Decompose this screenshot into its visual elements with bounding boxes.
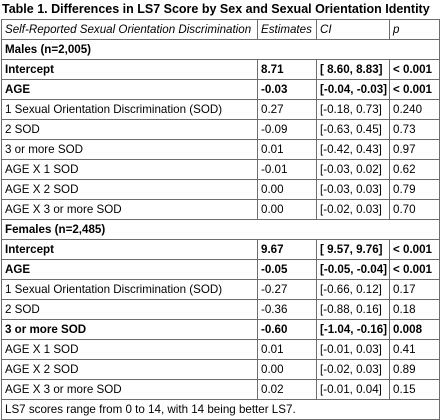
table-row: 2 SOD -0.09 [-0.63, 0.45] 0.73 — [1, 119, 440, 140]
ci-cell: [-0.42, 0.43] — [316, 139, 390, 160]
estimate-cell: 0.00 — [257, 199, 317, 220]
estimate-cell: 0.01 — [257, 339, 317, 360]
ci-cell: [-0.03, 0.03] — [316, 179, 390, 200]
ci-cell: [-1.04, -0.16] — [316, 319, 390, 340]
table-row: 1 Sexual Orientation Discrimination (SOD… — [1, 279, 440, 300]
ci-cell: [-0.05, -0.04] — [316, 259, 390, 280]
p-cell: < 0.001 — [389, 239, 440, 260]
p-cell: 0.18 — [389, 299, 440, 320]
group-row: Females (n=2,485) — [1, 219, 440, 240]
term-cell: 2 SOD — [1, 299, 258, 320]
table-row: Intercept 9.67[ 9.57, 9.76] < 0.001 — [1, 239, 440, 260]
table-row: AGE X 1 SOD -0.01 [-0.03, 0.02] 0.62 — [1, 159, 440, 180]
p-cell: 0.240 — [389, 99, 440, 120]
estimate-cell: 0.01 — [257, 139, 317, 160]
table-body: Males (n=2,005) Intercept 8.71[ 8.60, 8.83… — [1, 39, 440, 400]
p-cell: 0.62 — [389, 159, 440, 180]
table-row: 3 or more SOD -0.60 [-1.04, -0.16] 0.008 — [1, 319, 440, 340]
p-cell: 0.15 — [389, 379, 440, 400]
term-cell: AGE X 2 SOD — [1, 359, 258, 380]
estimate-cell: 0.02 — [257, 379, 317, 400]
estimate-cell: 9.67 — [257, 239, 317, 260]
term-cell: 3 or more SOD — [1, 139, 258, 160]
term-cell: 3 or more SOD — [1, 319, 258, 340]
table-row: AGE -0.05 [-0.05, -0.04] < 0.001 — [1, 259, 440, 280]
ci-cell: [ 8.60, 8.83] — [316, 59, 390, 80]
ci-cell: [-0.02, 0.03] — [316, 199, 390, 220]
term-cell: AGE X 3 or more SOD — [1, 199, 258, 220]
table-row: Intercept 8.71[ 8.60, 8.83] < 0.001 — [1, 59, 440, 80]
p-cell: < 0.001 — [389, 259, 440, 280]
p-cell: < 0.001 — [389, 59, 440, 80]
estimate-cell: -0.01 — [257, 159, 317, 180]
estimate-cell: 0.00 — [257, 179, 317, 200]
estimate-cell: -0.36 — [257, 299, 317, 320]
table-title: Table 1. Differences in LS7 Score by Sex… — [2, 2, 430, 16]
ci-cell: [-0.01, 0.03] — [316, 339, 390, 360]
p-cell: 0.73 — [389, 119, 440, 140]
term-cell: Intercept — [1, 239, 258, 260]
table-row: AGE X 2 SOD 0.00 [-0.02, 0.03] 0.89 — [1, 359, 440, 380]
table-row: AGE -0.03 [-0.04, -0.03] < 0.001 — [1, 79, 440, 100]
header-estimates: Estimates — [257, 19, 317, 40]
p-cell: 0.89 — [389, 359, 440, 380]
ci-cell: [ 9.57, 9.76] — [316, 239, 390, 260]
table-row: 1 Sexual Orientation Discrimination (SOD… — [1, 99, 440, 120]
ci-cell: [-0.03, 0.02] — [316, 159, 390, 180]
estimate-cell: -0.03 — [257, 79, 317, 100]
ci-cell: [-0.02, 0.03] — [316, 359, 390, 380]
ci-cell: [-0.18, 0.73] — [316, 99, 390, 120]
estimate-cell: 8.71 — [257, 59, 317, 80]
p-cell: 0.70 — [389, 199, 440, 220]
table-row: AGE X 2 SOD 0.00 [-0.03, 0.03] 0.79 — [1, 179, 440, 200]
table-row: 2 SOD -0.36 [-0.88, 0.16] 0.18 — [1, 299, 440, 320]
header-p: p — [389, 19, 440, 40]
footnote: LS7 scores range from 0 to 14, with 14 b… — [1, 399, 440, 420]
group-label: Males (n=2,005) — [1, 39, 440, 60]
term-cell: AGE X 2 SOD — [1, 179, 258, 200]
p-cell: < 0.001 — [389, 79, 440, 100]
estimate-cell: -0.09 — [257, 119, 317, 140]
results-table: Self-Reported Sexual Orientation Discrim… — [1, 19, 440, 420]
group-label: Females (n=2,485) — [1, 219, 440, 240]
term-cell: AGE X 1 SOD — [1, 159, 258, 180]
ci-cell: [-0.63, 0.45] — [316, 119, 390, 140]
p-cell: 0.41 — [389, 339, 440, 360]
term-cell: 1 Sexual Orientation Discrimination (SOD… — [1, 279, 258, 300]
p-cell: 0.008 — [389, 319, 440, 340]
term-cell: AGE — [1, 79, 258, 100]
ci-cell: [-0.66, 0.12] — [316, 279, 390, 300]
footnote-row: LS7 scores range from 0 to 14, with 14 b… — [1, 399, 440, 420]
header-row: Self-Reported Sexual Orientation Discrim… — [1, 19, 440, 40]
header-term: Self-Reported Sexual Orientation Discrim… — [1, 19, 258, 40]
group-row: Males (n=2,005) — [1, 39, 440, 60]
term-cell: 1 Sexual Orientation Discrimination (SOD… — [1, 99, 258, 120]
term-cell: AGE X 3 or more SOD — [1, 379, 258, 400]
header-ci: CI — [316, 19, 390, 40]
term-cell: Intercept — [1, 59, 258, 80]
ci-cell: [-0.88, 0.16] — [316, 299, 390, 320]
estimate-cell: 0.00 — [257, 359, 317, 380]
table-row: AGE X 3 or more SOD 0.02 [-0.01, 0.04] 0.15 — [1, 379, 440, 400]
ci-cell: [-0.04, -0.03] — [316, 79, 390, 100]
term-cell: AGE — [1, 259, 258, 280]
table-row: AGE X 3 or more SOD 0.00 [-0.02, 0.03] 0.70 — [1, 199, 440, 220]
estimate-cell: -0.27 — [257, 279, 317, 300]
table-row: AGE X 1 SOD 0.01 [-0.01, 0.03] 0.41 — [1, 339, 440, 360]
p-cell: 0.17 — [389, 279, 440, 300]
table-row: 3 or more SOD 0.01 [-0.42, 0.43] 0.97 — [1, 139, 440, 160]
p-cell: 0.79 — [389, 179, 440, 200]
estimate-cell: -0.05 — [257, 259, 317, 280]
estimate-cell: 0.27 — [257, 99, 317, 120]
term-cell: AGE X 1 SOD — [1, 339, 258, 360]
estimate-cell: -0.60 — [257, 319, 317, 340]
p-cell: 0.97 — [389, 139, 440, 160]
term-cell: 2 SOD — [1, 119, 258, 140]
ci-cell: [-0.01, 0.04] — [316, 379, 390, 400]
